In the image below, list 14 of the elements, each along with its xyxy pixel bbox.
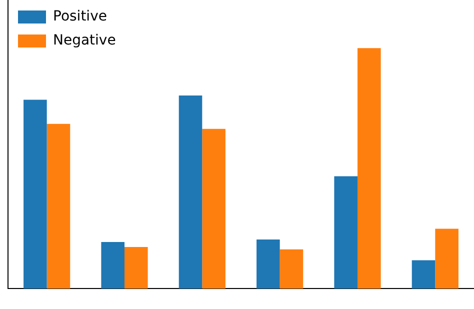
bar	[256, 240, 280, 289]
bar	[435, 228, 458, 289]
bar	[358, 48, 381, 289]
bar	[412, 260, 436, 289]
bar	[24, 100, 47, 289]
bar	[334, 176, 358, 289]
bar	[101, 242, 124, 289]
bar	[124, 246, 148, 289]
legend-label: Negative	[53, 32, 116, 49]
legend-label: Positive	[53, 8, 107, 25]
bar	[178, 95, 202, 289]
bar	[280, 249, 304, 289]
bar	[46, 124, 70, 289]
bar	[202, 128, 226, 289]
